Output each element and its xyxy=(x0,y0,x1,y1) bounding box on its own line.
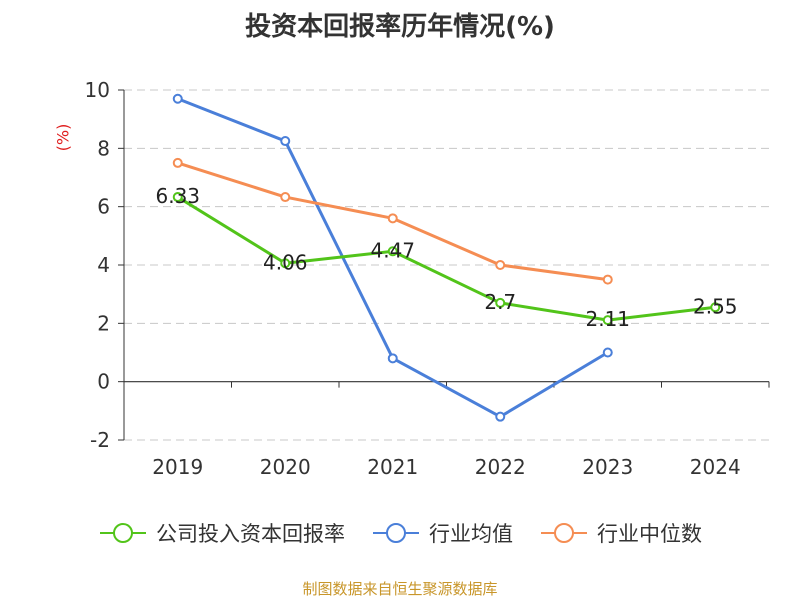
data-point-0 xyxy=(710,302,721,313)
y-tick-label: 2 xyxy=(97,311,110,335)
chart-title: 投资本回报率历年情况(%) xyxy=(245,12,555,42)
data-point-1 xyxy=(280,136,291,147)
axes: -2 0 2 4 6 8 10 2019 2020 2021 2022 2023 2024 xyxy=(85,78,770,479)
data-label: 2.7 xyxy=(484,290,516,314)
data-point-2 xyxy=(172,157,183,168)
data-point-2 xyxy=(280,192,291,203)
x-tick-label: 2019 xyxy=(152,455,203,479)
data-point-0 xyxy=(495,297,506,308)
data-point-0 xyxy=(280,258,291,269)
data-point-0 xyxy=(602,315,613,326)
data-point-1 xyxy=(387,353,398,364)
data-labels: 6.33 4.06 4.47 2.7 2.11 2.55 xyxy=(155,184,737,331)
x-tick-label: 2020 xyxy=(260,455,311,479)
series-line-0 xyxy=(176,195,716,322)
y-tick-label: 4 xyxy=(97,253,110,277)
legend-marker-industry-mean xyxy=(373,523,419,543)
legend-item-company[interactable]: 公司投入资本回报率 xyxy=(98,518,345,548)
data-label: 4.06 xyxy=(263,250,308,274)
x-tick-label: 2023 xyxy=(582,455,633,479)
data-point-2 xyxy=(387,213,398,224)
y-tick-label: 0 xyxy=(97,370,110,394)
data-point-0 xyxy=(387,246,398,257)
y-tick-label: 10 xyxy=(85,78,110,102)
y-tick-label: 8 xyxy=(97,136,110,160)
data-point-2 xyxy=(495,260,506,270)
legend-label-company: 公司投入资本回报率 xyxy=(156,522,345,546)
legend-marker-industry-median xyxy=(541,523,587,543)
series xyxy=(172,93,721,422)
x-tick-label: 2024 xyxy=(690,455,741,479)
legend-label-industry-median: 行业中位数 xyxy=(597,522,702,546)
legend-item-industry-median[interactable]: 行业中位数 xyxy=(539,518,702,548)
data-point-1 xyxy=(602,347,613,358)
data-point-1 xyxy=(495,411,506,422)
legend-marker-company xyxy=(100,523,146,543)
data-label: 4.47 xyxy=(370,238,415,262)
legend: 公司投入资本回报率 行业均值 行业中位数 xyxy=(0,518,800,548)
legend-item-industry-mean[interactable]: 行业均值 xyxy=(371,518,513,548)
legend-label-industry-mean: 行业均值 xyxy=(429,522,513,546)
x-tick-label: 2022 xyxy=(475,455,526,479)
y-tick-label: -2 xyxy=(90,428,110,452)
data-point-1 xyxy=(172,93,183,104)
x-tick-label: 2021 xyxy=(367,455,418,479)
data-label: 2.11 xyxy=(585,307,630,331)
data-point-0 xyxy=(172,192,183,203)
data-label: 6.33 xyxy=(155,184,200,208)
data-source: 制图数据来自恒生聚源数据库 xyxy=(302,580,498,598)
y-tick-label: 6 xyxy=(97,195,110,219)
grid-lines xyxy=(124,89,769,441)
line-chart: -2 0 2 4 6 8 10 2019 2020 2021 2022 2023 2024 6.33 4.… xyxy=(85,78,770,479)
data-point-2 xyxy=(602,274,613,285)
data-label: 2.55 xyxy=(693,294,738,318)
